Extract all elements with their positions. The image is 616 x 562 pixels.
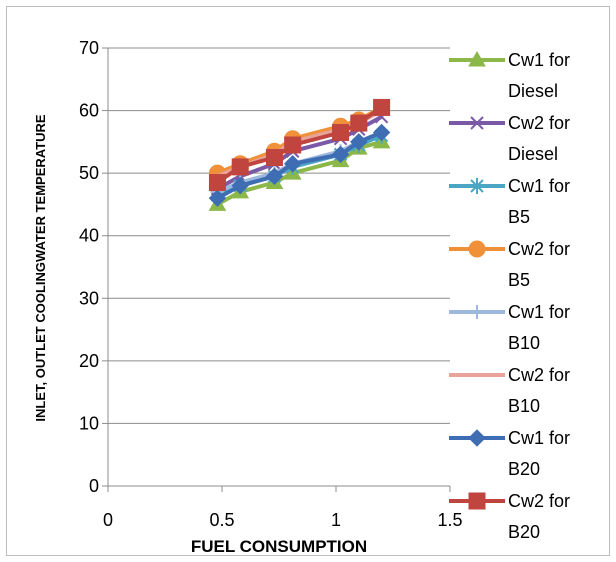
data-point xyxy=(265,149,283,166)
y-tick-label: 60 xyxy=(79,101,99,121)
legend-swatch-marker xyxy=(468,492,486,510)
y-tick-label: 20 xyxy=(79,351,99,371)
x-tick-label: 1 xyxy=(331,510,341,530)
data-point xyxy=(331,145,350,164)
legend-label: Cw2 for B20 xyxy=(508,491,570,542)
legend-label: Cw2 for B10 xyxy=(508,365,570,416)
legend-label: Cw1 for B5 xyxy=(508,176,570,227)
y-tick-label: 50 xyxy=(79,163,99,183)
y-tick-label: 10 xyxy=(79,413,99,433)
legend-item: Cw2 for B5 xyxy=(449,239,570,290)
series-lines xyxy=(208,98,391,211)
legend-label: Cw1 for B20 xyxy=(508,428,570,479)
data-point xyxy=(372,123,391,142)
chart-frame xyxy=(6,6,610,556)
y-tick-label: 0 xyxy=(89,476,99,496)
data-point xyxy=(231,158,249,176)
data-point xyxy=(283,155,302,173)
legend-swatch-marker xyxy=(470,116,484,130)
series-7 xyxy=(208,123,391,207)
legend-item: Cw1 for B10 xyxy=(449,302,570,353)
legend-swatch-marker xyxy=(468,50,486,67)
legend-label: Cw2 for B5 xyxy=(508,239,570,290)
legend-label: Cw1 for B10 xyxy=(508,302,570,353)
data-point xyxy=(208,189,227,207)
legend-item: Cw1 for B20 xyxy=(449,428,570,479)
data-point xyxy=(284,136,302,154)
x-tick-label: 0.5 xyxy=(209,510,234,530)
x-axis-title: FUEL CONSUMPTION xyxy=(191,537,367,556)
y-tick-label: 40 xyxy=(79,226,99,246)
legend: Cw1 for Diesel Cw2 for Diesel Cw1 for B5 Cw2 f… xyxy=(449,50,570,542)
data-point xyxy=(373,98,391,116)
legend-swatch-marker xyxy=(468,429,486,447)
y-tick-label: 70 xyxy=(79,38,99,58)
data-point xyxy=(332,123,350,141)
data-point xyxy=(208,174,226,192)
legend-swatch-marker xyxy=(470,178,484,194)
legend-swatch-marker xyxy=(468,240,486,258)
axes xyxy=(102,47,451,492)
legend-item: Cw2 for B10 xyxy=(449,365,570,416)
legend-label: Cw2 for Diesel xyxy=(508,113,570,164)
legend-swatch-marker xyxy=(470,305,484,319)
x-tick-label: 0 xyxy=(103,510,113,530)
series-8 xyxy=(208,98,391,192)
legend-item: Cw2 for Diesel xyxy=(449,113,570,164)
tick-labels: 0 10 20 30 40 50 60 70 0 0.5 1 1.5 xyxy=(79,38,463,530)
y-tick-label: 30 xyxy=(79,288,99,308)
y-axis-title: INLET, OUTLET COOLINGWATER TEMPERATURE xyxy=(33,114,48,422)
legend-item: Cw2 for B20 xyxy=(449,491,570,542)
data-point xyxy=(231,176,249,195)
legend-item: Cw1 for Diesel xyxy=(449,50,570,101)
data-point xyxy=(350,114,368,132)
data-point xyxy=(265,167,284,185)
data-point xyxy=(350,133,368,151)
legend-label: Cw1 for Diesel xyxy=(508,50,570,101)
x-tick-label: 1.5 xyxy=(437,510,462,530)
legend-item: Cw1 for B5 xyxy=(449,176,570,227)
